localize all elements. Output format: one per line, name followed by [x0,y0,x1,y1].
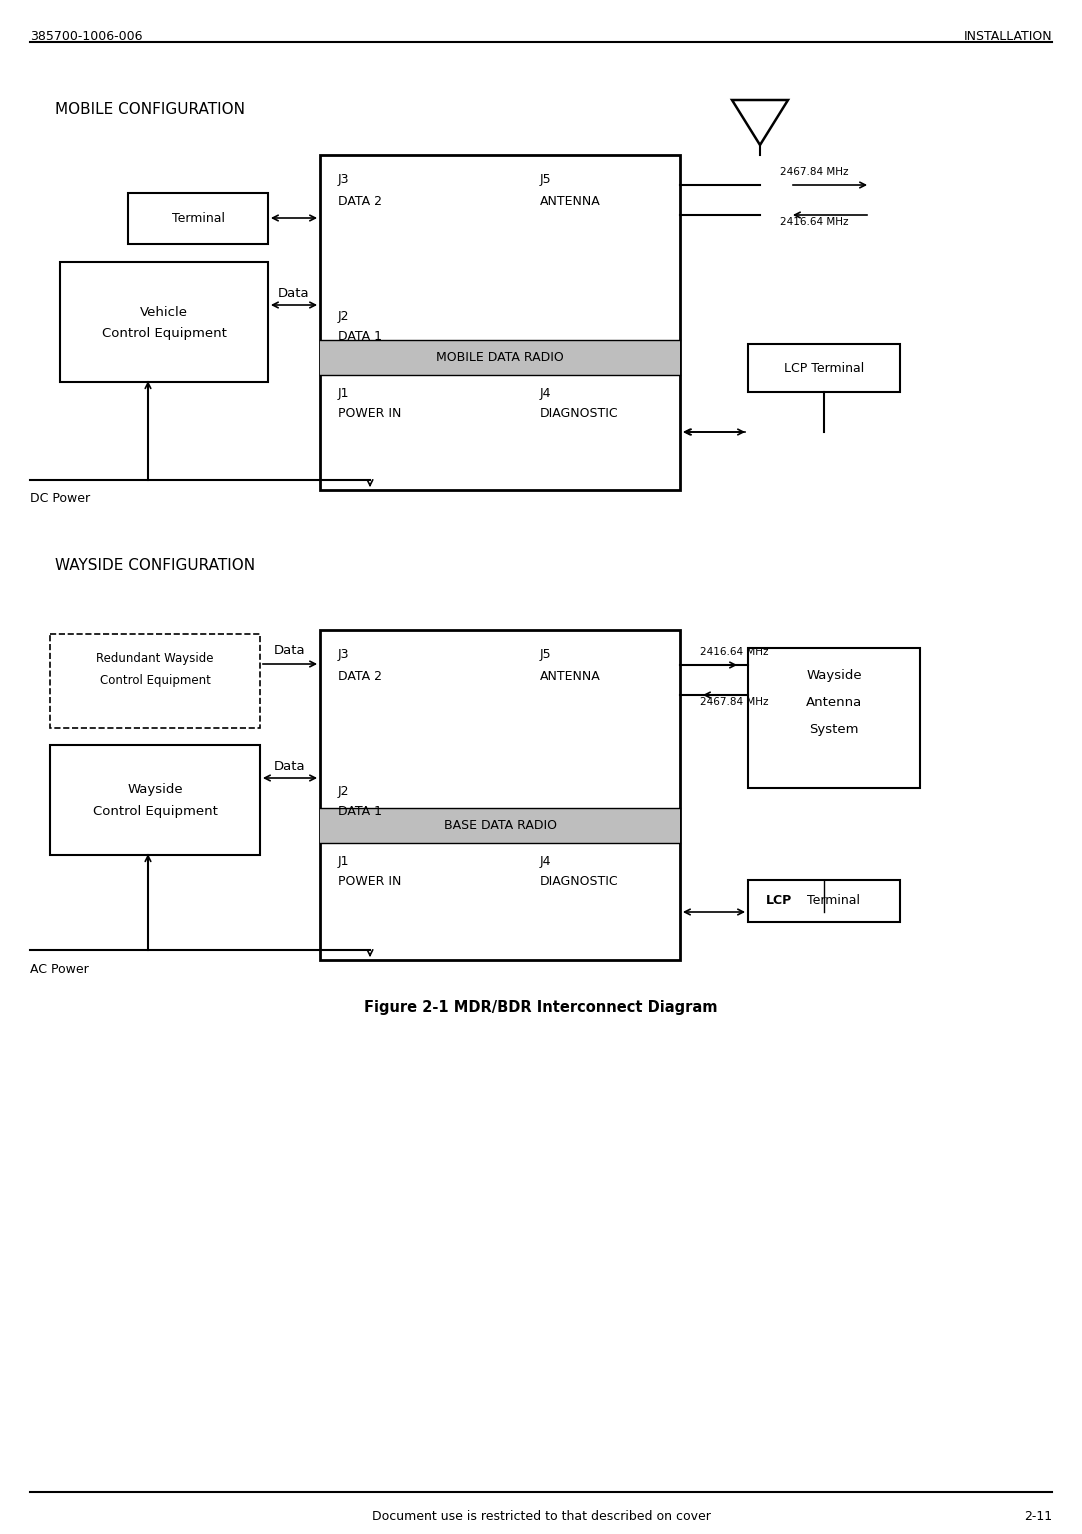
Text: J5: J5 [540,173,552,186]
Text: Wayside: Wayside [806,669,861,683]
Text: J1: J1 [338,387,349,400]
Text: WAYSIDE CONFIGURATION: WAYSIDE CONFIGURATION [55,558,255,574]
Bar [748,881,900,922]
Text: Data: Data [274,644,306,657]
Text: DATA 1: DATA 1 [338,805,382,818]
Text: Control Equipment: Control Equipment [93,805,217,819]
Bar [320,341,679,374]
Text: J3: J3 [338,647,349,661]
Text: System: System [809,724,859,736]
Text: DATA 2: DATA 2 [338,195,382,209]
Text: Data: Data [274,759,306,773]
Text: LCP: LCP [766,894,792,908]
Bar [60,262,268,382]
Text: J1: J1 [338,854,349,868]
Text: J2: J2 [338,310,349,324]
Text: Document use is restricted to that described on cover: Document use is restricted to that descr… [371,1509,711,1523]
Text: LCP Terminal: LCP Terminal [783,362,865,374]
Text: J4: J4 [540,387,552,400]
Text: Figure 2-1 MDR/BDR Interconnect Diagram: Figure 2-1 MDR/BDR Interconnect Diagram [365,1000,717,1016]
Bar [128,193,268,244]
Text: MOBILE CONFIGURATION: MOBILE CONFIGURATION [55,101,245,117]
Text: DIAGNOSTIC: DIAGNOSTIC [540,874,619,888]
Text: 2416.64 MHz: 2416.64 MHz [780,216,848,227]
Text: Data: Data [278,287,309,301]
Text: J3: J3 [338,173,349,186]
Text: 2-11: 2-11 [1024,1509,1052,1523]
Text: ANTENNA: ANTENNA [540,670,601,683]
Text: Vehicle: Vehicle [140,305,188,319]
Text: AC Power: AC Power [30,963,89,976]
Text: ANTENNA: ANTENNA [540,195,601,209]
Text: DATA 1: DATA 1 [338,330,382,344]
Text: Wayside: Wayside [128,784,183,796]
Bar [748,647,920,788]
Text: INSTALLATION: INSTALLATION [963,31,1052,43]
Text: 2416.64 MHz: 2416.64 MHz [700,647,768,657]
Text: BASE DATA RADIO: BASE DATA RADIO [444,819,556,831]
Polygon shape [733,100,788,146]
Text: J4: J4 [540,854,552,868]
Text: 385700-1006-006: 385700-1006-006 [30,31,143,43]
Bar [320,630,679,960]
Text: DC Power: DC Power [30,492,90,505]
Bar [320,155,679,489]
Text: Control Equipment: Control Equipment [100,673,210,687]
Text: Antenna: Antenna [806,696,862,710]
Text: Redundant Wayside: Redundant Wayside [96,652,214,666]
Bar [748,344,900,393]
Text: 2467.84 MHz: 2467.84 MHz [780,167,848,176]
Text: 2467.84 MHz: 2467.84 MHz [700,696,768,707]
Text: DATA 2: DATA 2 [338,670,382,683]
Bar [50,746,260,854]
Text: J2: J2 [338,785,349,798]
Text: POWER IN: POWER IN [338,874,401,888]
Text: MOBILE DATA RADIO: MOBILE DATA RADIO [436,351,564,364]
Text: Terminal: Terminal [803,894,860,908]
Text: Terminal: Terminal [172,212,224,225]
Bar [50,634,260,729]
Text: J5: J5 [540,647,552,661]
Bar [320,808,679,844]
Text: Control Equipment: Control Equipment [102,327,226,341]
Text: DIAGNOSTIC: DIAGNOSTIC [540,407,619,420]
Text: POWER IN: POWER IN [338,407,401,420]
